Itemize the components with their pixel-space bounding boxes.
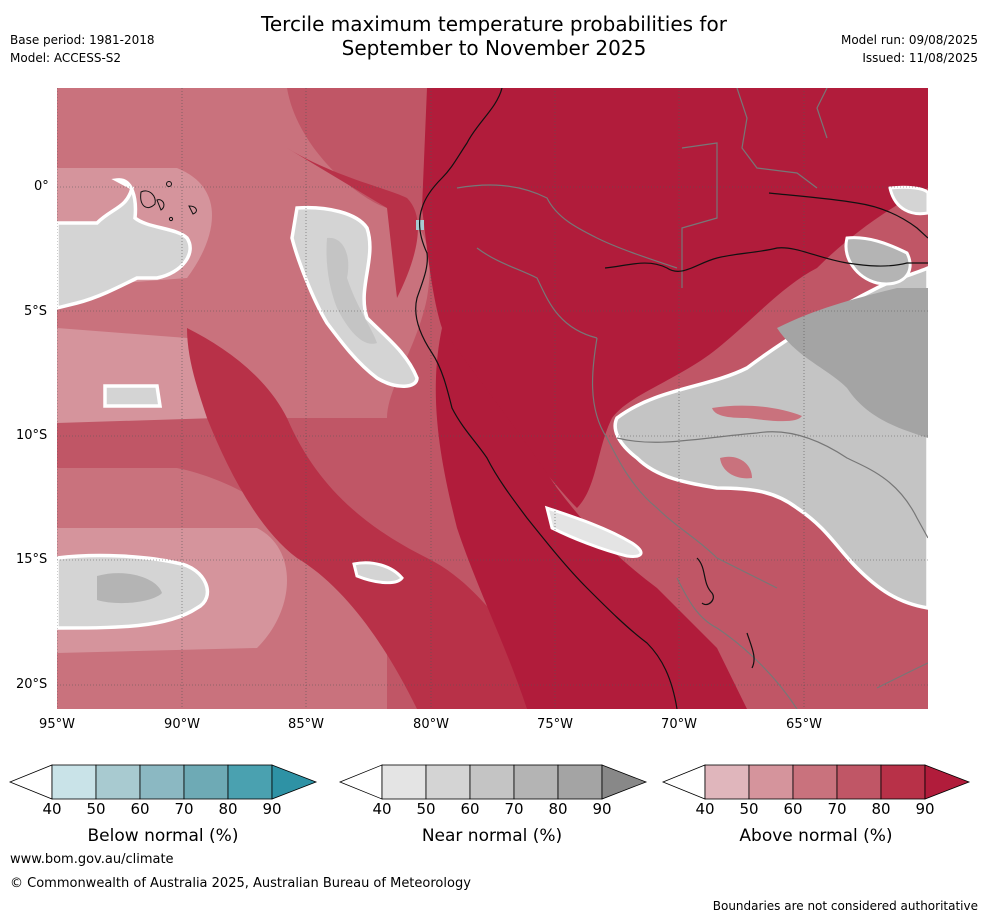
colorbar-segment xyxy=(183,764,229,800)
colorbar-tick-label: 50 xyxy=(416,800,436,818)
colorbar-segment xyxy=(271,764,318,800)
lon-tick-90w: 90°W xyxy=(164,717,200,732)
colorbar-segment xyxy=(792,764,838,800)
colorbar-tick-label: 80 xyxy=(548,800,568,818)
colorbar-segment xyxy=(139,764,185,800)
colorbar-tick-label: 80 xyxy=(218,800,238,818)
region-above-80-north xyxy=(287,148,418,298)
near-normal-patch-northeast xyxy=(844,236,912,286)
base-period: Base period: 1981-2018 xyxy=(10,33,155,47)
colorbar-tick-label: 90 xyxy=(915,800,935,818)
lon-tick-70w: 70°W xyxy=(661,717,697,732)
colorbar-tick-label: 80 xyxy=(871,800,891,818)
colorbar-segment xyxy=(425,764,471,800)
colorbar-tick-label: 60 xyxy=(460,800,480,818)
colorbar-segment xyxy=(880,764,926,800)
near-normal-patch-south-small xyxy=(352,561,404,585)
colorbar-above-normal xyxy=(661,764,971,800)
page-title: Tercile maximum temperature probabilitie… xyxy=(0,12,988,60)
colorbar-tick-label: 40 xyxy=(695,800,715,818)
footer-copyright: © Commonwealth of Australia 2025, Austra… xyxy=(10,876,471,891)
colorbar-tick-label: 40 xyxy=(42,800,62,818)
colorbar-segment xyxy=(924,764,971,800)
gridlines xyxy=(57,88,928,709)
above-normal-inlay-east xyxy=(712,405,802,422)
colorbar-segment xyxy=(601,764,648,800)
colorbar-segment xyxy=(513,764,559,800)
lon-tick-80w: 80°W xyxy=(413,717,449,732)
footer-website[interactable]: www.bom.gov.au/climate xyxy=(10,852,174,867)
colorbar-segment xyxy=(227,764,273,800)
title-line-2: September to November 2025 xyxy=(341,36,647,60)
lat-tick-5s: 5°S xyxy=(24,304,48,319)
near-normal-patch-far-northeast xyxy=(888,185,928,216)
lat-tick-0: 0° xyxy=(34,179,49,194)
galapagos-islands xyxy=(140,181,197,222)
colorbar-below-label: Below normal (%) xyxy=(87,826,239,846)
lon-tick-85w: 85°W xyxy=(288,717,324,732)
map-canvas xyxy=(57,88,928,709)
colorbar-segment xyxy=(338,764,383,800)
region-above-90-coast xyxy=(435,328,747,709)
near-normal-patch-galapagos xyxy=(57,178,192,310)
colorbar-segment xyxy=(381,764,427,800)
colorbar-near-normal xyxy=(338,764,648,800)
colorbar-tick-label: 90 xyxy=(592,800,612,818)
probability-map xyxy=(57,88,928,709)
colorbar-segment xyxy=(8,764,53,800)
lat-tick-10s: 10°S xyxy=(16,428,48,443)
colorbar-segment xyxy=(661,764,706,800)
near-normal-core-southwest xyxy=(97,573,162,604)
issued-date: Issued: 11/08/2025 xyxy=(862,51,978,65)
near-normal-patch-offshore-peru xyxy=(290,205,419,388)
colorbar-tick-label: 70 xyxy=(174,800,194,818)
colorbar-segment xyxy=(95,764,141,800)
model-run: Model run: 09/08/2025 xyxy=(840,33,978,47)
title-line-1: Tercile maximum temperature probabilitie… xyxy=(261,12,727,36)
footer-disclaimer: Boundaries are not considered authoritat… xyxy=(712,899,978,913)
colorbar-tick-label: 50 xyxy=(739,800,759,818)
colorbar-tick-label: 70 xyxy=(504,800,524,818)
colorbar-segment xyxy=(469,764,515,800)
colorbar-tick-label: 60 xyxy=(783,800,803,818)
colorbar-tick-label: 40 xyxy=(372,800,392,818)
region-above-90-land xyxy=(422,88,928,508)
country-borders xyxy=(456,88,928,709)
colorbar-below-normal xyxy=(8,764,318,800)
colorbar-tick-label: 60 xyxy=(130,800,150,818)
near-normal-core-amazon xyxy=(777,288,928,438)
colorbar-segment xyxy=(704,764,750,800)
region-above-80-ocean xyxy=(187,328,527,709)
model-name: Model: ACCESS-S2 xyxy=(10,51,122,65)
lon-tick-65w: 65°W xyxy=(786,717,822,732)
lat-tick-15s: 15°S xyxy=(16,552,48,567)
lon-tick-75w: 75°W xyxy=(537,717,573,732)
colorbar-segment xyxy=(51,764,97,800)
near-normal-patch-west xyxy=(103,384,163,408)
near-normal-core-offshore-peru xyxy=(326,237,377,344)
colorbar-near-label: Near normal (%) xyxy=(421,826,563,846)
colorbar-above-label: Above normal (%) xyxy=(739,826,893,846)
above-normal-inlay-east-small xyxy=(720,456,752,479)
colorbar-segment xyxy=(836,764,882,800)
colorbar-tick-label: 90 xyxy=(262,800,282,818)
colorbar-segment xyxy=(557,764,603,800)
coastline xyxy=(415,88,928,709)
lat-tick-20s: 20°S xyxy=(16,677,48,692)
colorbar-segment xyxy=(748,764,794,800)
near-normal-patch-coastal xyxy=(544,505,643,558)
colorbar-tick-label: 70 xyxy=(827,800,847,818)
colorbar-tick-label: 50 xyxy=(86,800,106,818)
region-above-50-west xyxy=(57,328,232,423)
lon-tick-95w: 95°W xyxy=(39,717,75,732)
